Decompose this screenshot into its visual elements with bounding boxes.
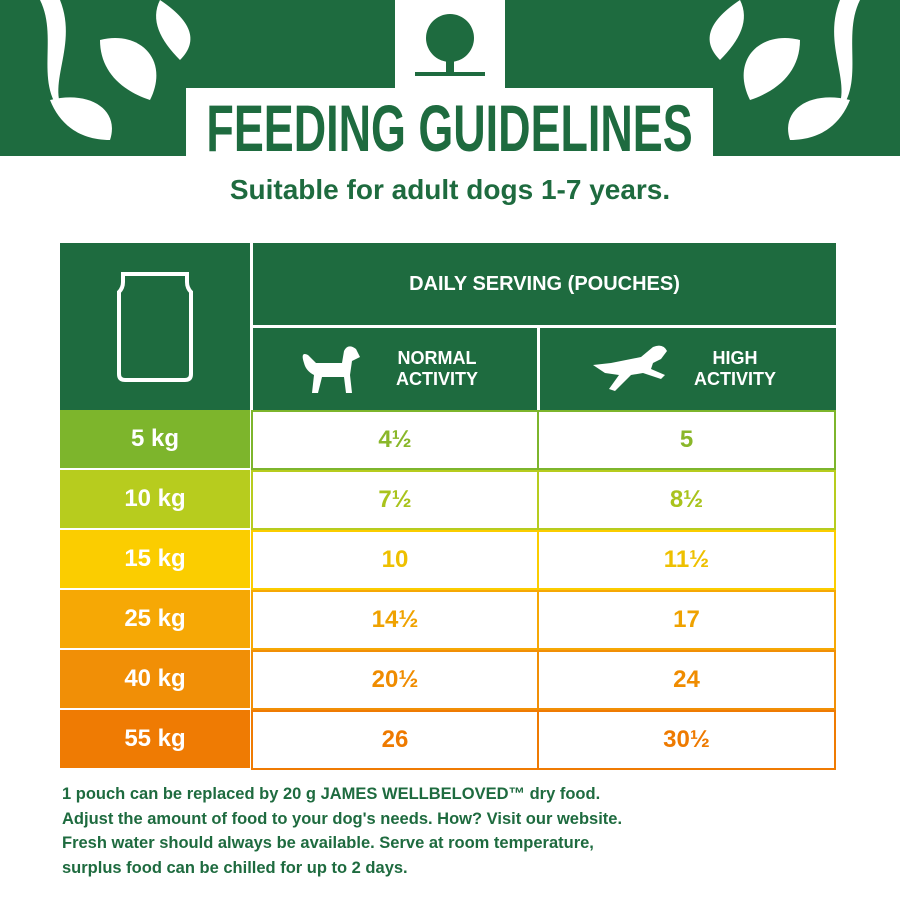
value-cell: 24 (537, 650, 836, 710)
value-cell: 26 (251, 710, 539, 770)
title: FEEDING GUIDELINES (0, 88, 900, 168)
weight-cell: 10 kg (60, 470, 250, 528)
column-header: NORMAL ACTIVITY (253, 328, 537, 410)
weight-cell: 25 kg (60, 590, 250, 648)
value-cell: 4½ (251, 410, 539, 470)
pouch-cell (60, 243, 250, 410)
value-cell: 7½ (251, 470, 539, 530)
column-label: NORMAL ACTIVITY (395, 348, 478, 389)
pouch-icon (117, 271, 193, 382)
weight-cell: 40 kg (60, 650, 250, 708)
column-label: HIGH ACTIVITY (693, 348, 776, 389)
value-cell: 5 (537, 410, 836, 470)
dog-icon (302, 346, 360, 393)
weight-cell: 5 kg (60, 410, 250, 468)
footer-line: 1 pouch can be replaced by 20 g JAMES WE… (62, 785, 601, 803)
value-cell: 17 (537, 590, 836, 650)
value-cell: 8½ (537, 470, 836, 530)
subtitle: Suitable for adult dogs 1-7 years. (229, 174, 671, 205)
value-cell: 20½ (251, 650, 539, 710)
value-cell: 11½ (537, 530, 836, 590)
group-header: DAILY SERVING (POUCHES) (253, 243, 836, 325)
footer-line: Adjust the amount of food to your dog's … (62, 809, 623, 828)
footer-line: Fresh water should always be available. … (62, 834, 594, 852)
value-cell: 10 (251, 530, 539, 590)
footer-line: surplus food can be chilled for up to 2 … (62, 858, 408, 877)
value-cell: 14½ (251, 590, 539, 650)
weight-cell: 55 kg (60, 710, 250, 768)
weight-cell: 15 kg (60, 530, 250, 588)
column-header: HIGH ACTIVITY (540, 328, 836, 410)
dog-icon (593, 345, 667, 391)
title-text: FEEDING GUIDELINES (186, 88, 714, 168)
decor (40, 0, 860, 140)
footer: 1 pouch can be replaced by 20 g JAMES WE… (62, 782, 622, 880)
value-cell: 30½ (537, 710, 836, 770)
